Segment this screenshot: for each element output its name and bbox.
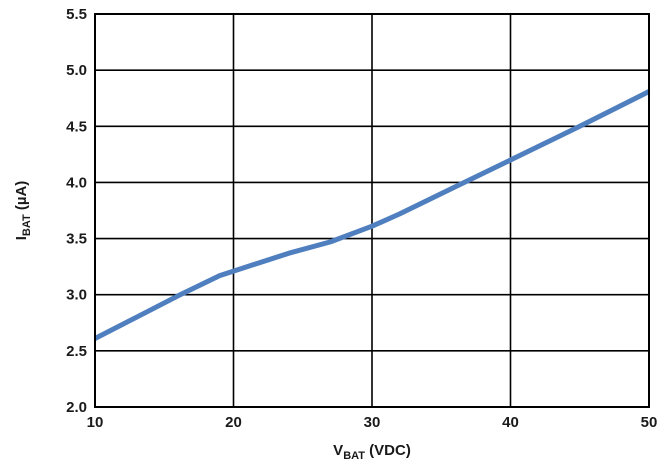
x-tick-label: 10 — [87, 414, 104, 431]
y-axis-title: IBAT (µA) — [13, 181, 33, 241]
grid-lines — [95, 14, 649, 407]
y-tick-label: 4.0 — [66, 174, 87, 191]
x-tick-label: 50 — [641, 414, 658, 431]
x-tick-labels: 10 20 30 40 50 — [87, 414, 658, 431]
y-tick-label: 5.0 — [66, 62, 87, 79]
y-tick-label: 2.0 — [66, 399, 87, 416]
y-axis-title-main: I — [13, 236, 30, 240]
x-tick-label: 20 — [225, 414, 242, 431]
y-axis-title-subscript: BAT — [21, 214, 33, 236]
y-tick-label: 3.0 — [66, 287, 87, 304]
series-line-0 — [93, 89, 651, 341]
x-tick-label: 40 — [502, 414, 519, 431]
y-tick-label: 3.5 — [66, 231, 87, 248]
y-tick-label: 2.5 — [66, 343, 87, 360]
plot-frame — [94, 13, 650, 408]
x-axis-title-main: V — [333, 442, 343, 459]
x-tick-label: 30 — [364, 414, 381, 431]
y-axis-title-unit: (µA) — [13, 181, 30, 215]
y-tick-label: 4.5 — [66, 118, 87, 135]
series-layer — [93, 89, 651, 341]
y-tick-labels: 2.0 2.5 3.0 3.5 4.0 4.5 5.0 5.5 — [66, 6, 87, 416]
x-axis-title-unit: (VDC) — [365, 442, 411, 459]
x-axis-title: VBAT (VDC) — [333, 442, 411, 462]
x-axis-title-subscript: BAT — [343, 450, 365, 462]
y-tick-label: 5.5 — [66, 6, 87, 23]
